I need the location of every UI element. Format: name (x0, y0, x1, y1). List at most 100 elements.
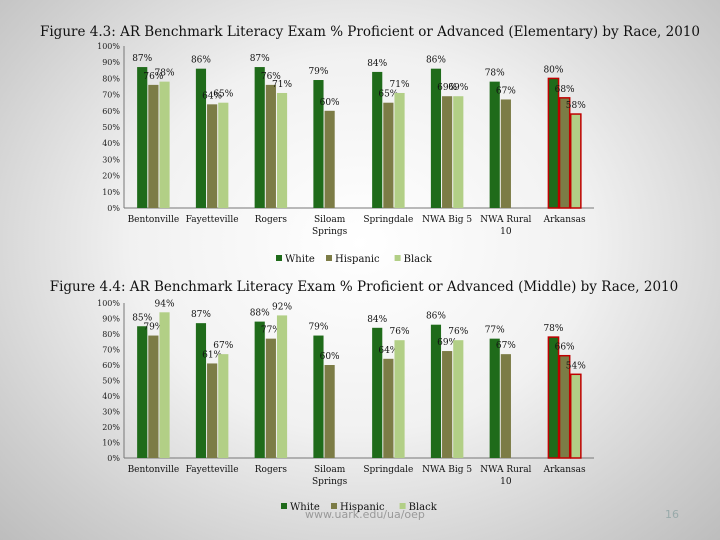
bar-black-7 (569, 113, 582, 209)
page-number: 16 (665, 508, 679, 521)
data-label: 58% (566, 101, 586, 111)
data-label: 67% (496, 86, 516, 96)
legend-swatch-black (399, 503, 406, 509)
y-tick-label: 100% (97, 42, 120, 51)
data-label: 77% (485, 326, 505, 336)
x-tick-label: NWA Big 5 (422, 465, 472, 475)
y-tick-label: 20% (102, 172, 120, 181)
legend-swatch-black (394, 255, 401, 261)
data-label: 67% (213, 341, 233, 351)
chart-2-title: Figure 4.4: AR Benchmark Literacy Exam %… (49, 279, 679, 295)
bar-hispanic-3 (324, 365, 335, 458)
data-label: 60% (320, 352, 340, 362)
y-tick-label: 60% (102, 107, 120, 116)
data-label: 94% (155, 299, 175, 309)
y-tick-label: 70% (102, 346, 120, 355)
x-tick-label: NWA Rural (480, 465, 531, 475)
data-label: 76% (261, 72, 281, 82)
data-label: 65% (213, 90, 233, 100)
y-tick-label: 0% (107, 204, 120, 213)
data-label: 64% (202, 91, 222, 101)
x-tick-label: NWA Big 5 (422, 215, 472, 225)
y-tick-label: 10% (102, 439, 120, 448)
legend-label-black: Black (404, 254, 433, 265)
bar-black-5 (453, 340, 464, 458)
y-tick-label: 40% (102, 139, 120, 148)
bar-white-3 (313, 335, 324, 458)
data-label: 78% (155, 69, 175, 79)
y-tick-label: 80% (102, 330, 120, 339)
bar-black-0 (159, 312, 170, 458)
legend-swatch-white (281, 503, 287, 509)
x-tick-label: 10 (500, 227, 512, 237)
x-tick-label: Fayetteville (186, 215, 239, 225)
x-tick-label: Bentonville (128, 215, 180, 225)
x-tick-label: Siloam (314, 465, 346, 475)
data-label: 76% (143, 72, 163, 82)
bar-hispanic-4 (383, 358, 394, 458)
x-tick-label: NWA Rural (480, 215, 531, 225)
bar-black-5 (453, 96, 464, 208)
bar-white-4 (372, 327, 383, 458)
bar-white-0 (137, 67, 148, 208)
data-label: 76% (390, 327, 410, 337)
data-label: 87% (191, 310, 211, 320)
y-tick-label: 70% (102, 91, 120, 100)
data-label: 86% (426, 56, 446, 66)
legend-swatch-white (276, 255, 282, 261)
bar-white-1 (195, 68, 207, 209)
legend-label-hispanic: Hispanic (335, 254, 380, 265)
y-tick-label: 40% (102, 392, 120, 401)
legend-swatch-hispanic (331, 503, 337, 509)
y-tick-label: 0% (107, 454, 120, 463)
bar-black-2 (276, 315, 288, 458)
bar-hispanic-2 (265, 84, 276, 208)
bar-hispanic-0 (148, 84, 159, 208)
data-label: 84% (367, 59, 387, 69)
bar-hispanic-1 (207, 104, 218, 208)
data-label: 85% (132, 313, 152, 323)
bar-white-5 (430, 324, 442, 458)
x-tick-label: Bentonville (128, 465, 180, 475)
bar-white-7 (547, 77, 560, 209)
y-tick-label: 50% (102, 123, 120, 132)
legend-label-hispanic: Hispanic (340, 502, 385, 513)
y-tick-label: 90% (102, 58, 120, 67)
data-label: 92% (272, 302, 292, 312)
bar-white-4 (372, 71, 383, 208)
data-label: 61% (202, 350, 222, 360)
data-label: 79% (308, 67, 328, 77)
bar-hispanic-3 (324, 110, 335, 208)
footer-url[interactable]: www.uark.edu/ua/oep (305, 508, 425, 521)
data-label: 71% (272, 80, 292, 90)
y-tick-label: 80% (102, 74, 120, 83)
data-label: 69% (437, 83, 457, 93)
x-tick-label: Springs (312, 227, 348, 237)
bar-white-2 (254, 321, 265, 458)
bar-white-3 (313, 80, 324, 208)
legend-label-white: White (285, 254, 315, 265)
bar-hispanic-5 (442, 96, 453, 208)
data-label: 64% (378, 346, 398, 356)
y-tick-label: 100% (97, 299, 120, 308)
data-label: 87% (132, 54, 152, 64)
x-tick-label: 10 (500, 477, 512, 487)
x-tick-label: Rogers (255, 465, 288, 475)
y-tick-label: 10% (102, 188, 120, 197)
legend-label-black: Black (409, 502, 438, 513)
bar-hispanic-7 (558, 354, 571, 459)
data-label: 87% (250, 54, 270, 64)
data-label: 69% (448, 83, 468, 93)
bar-hispanic-4 (383, 102, 394, 208)
bar-white-6 (489, 81, 500, 208)
data-label: 78% (543, 324, 563, 334)
y-tick-label: 30% (102, 408, 120, 417)
bar-hispanic-0 (148, 335, 159, 458)
x-tick-label: Springdale (363, 465, 413, 475)
x-tick-label: Springs (312, 477, 348, 487)
data-label: 79% (143, 323, 163, 333)
data-label: 60% (320, 98, 340, 108)
data-label: 88% (250, 309, 270, 319)
